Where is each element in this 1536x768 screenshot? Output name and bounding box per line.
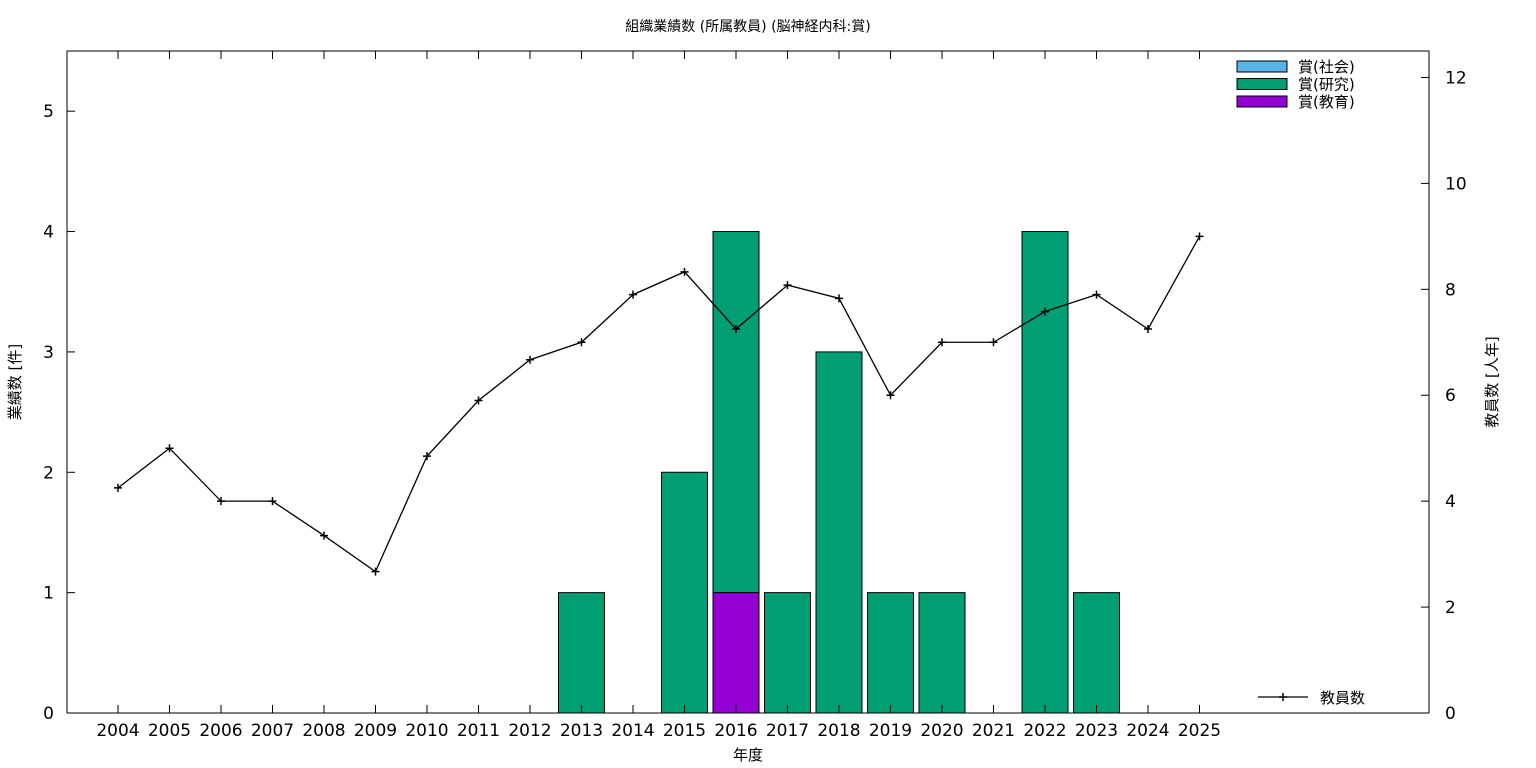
x-tick-label-2015: 2015 bbox=[663, 721, 706, 741]
x-tick-label-2012: 2012 bbox=[508, 721, 551, 741]
y-tick-label-0: 0 bbox=[43, 704, 54, 724]
y2-tick-label-10: 10 bbox=[1445, 174, 1467, 194]
legend-label-賞(研究): 賞(研究) bbox=[1298, 76, 1355, 94]
x-tick-label-2010: 2010 bbox=[405, 721, 448, 741]
y-axis-title: 業績数 [件] bbox=[6, 344, 24, 420]
bar-2013-賞(研究) bbox=[558, 592, 605, 714]
legend-swatch-賞(社会) bbox=[1236, 60, 1288, 73]
point-2017 bbox=[783, 281, 792, 290]
y-tick-label-1: 1 bbox=[43, 584, 54, 604]
point-2007 bbox=[268, 497, 277, 506]
point-2014 bbox=[629, 290, 637, 299]
y2-tick-label-2: 2 bbox=[1445, 598, 1456, 618]
point-2021 bbox=[989, 338, 998, 347]
legend-label-賞(社会): 賞(社会) bbox=[1298, 58, 1355, 76]
bar-2016-賞(研究) bbox=[712, 231, 760, 594]
bar-2019-賞(研究) bbox=[867, 592, 914, 714]
x-tick-label-2022: 2022 bbox=[1023, 721, 1066, 741]
point-2015 bbox=[680, 267, 689, 276]
bar-2017-賞(研究) bbox=[764, 592, 811, 714]
point-2020 bbox=[938, 338, 946, 347]
line-layer bbox=[114, 232, 1204, 576]
x-tick-label-2025: 2025 bbox=[1178, 721, 1221, 741]
x-tick-label-2017: 2017 bbox=[766, 721, 809, 741]
bar-2018-賞(研究) bbox=[815, 351, 863, 714]
legend-swatch-賞(研究) bbox=[1236, 78, 1288, 90]
point-2025 bbox=[1195, 232, 1204, 241]
point-2006 bbox=[217, 497, 225, 506]
legend-line-marker bbox=[1279, 693, 1287, 701]
x-tick-label-2006: 2006 bbox=[199, 721, 242, 741]
x-tick-label-2005: 2005 bbox=[148, 721, 191, 741]
y-tick-label-4: 4 bbox=[43, 223, 54, 243]
y-tick-label-5: 5 bbox=[43, 102, 54, 122]
point-2018 bbox=[835, 294, 843, 303]
y2-axis-title: 教員数 [人年] bbox=[1483, 336, 1501, 427]
y2-tick-label-4: 4 bbox=[1445, 492, 1456, 512]
point-2023 bbox=[1092, 290, 1101, 299]
y-tick-label-2: 2 bbox=[43, 463, 54, 483]
point-2016 bbox=[732, 325, 740, 334]
x-tick-label-2021: 2021 bbox=[972, 721, 1015, 741]
point-2019 bbox=[886, 391, 895, 400]
y2-tick-label-8: 8 bbox=[1445, 280, 1456, 300]
x-tick-label-2020: 2020 bbox=[920, 721, 963, 741]
bar-2020-賞(研究) bbox=[918, 592, 966, 714]
bar-2023-賞(研究) bbox=[1073, 592, 1120, 714]
legend: 賞(社会)賞(研究)賞(教育) 教員数 bbox=[1236, 58, 1365, 707]
point-2011 bbox=[474, 396, 483, 405]
point-2010 bbox=[423, 452, 431, 461]
x-tick-label-2018: 2018 bbox=[817, 721, 860, 741]
y2-tick-label-6: 6 bbox=[1445, 386, 1456, 406]
plot-frame bbox=[66, 50, 1430, 714]
x-axis-title: 年度 bbox=[733, 746, 763, 764]
bar-2015-賞(研究) bbox=[661, 471, 708, 714]
y-tick-label-3: 3 bbox=[43, 343, 54, 363]
point-2008 bbox=[320, 531, 328, 540]
x-tick-label-2013: 2013 bbox=[560, 721, 603, 741]
bar-2016-賞(教育) bbox=[712, 592, 760, 714]
legend-label-line: 教員数 bbox=[1320, 689, 1365, 707]
point-2022 bbox=[1041, 307, 1049, 316]
point-2013 bbox=[577, 338, 586, 347]
x-tick-label-2004: 2004 bbox=[96, 721, 139, 741]
bar-2022-賞(研究) bbox=[1021, 231, 1069, 714]
y2-tick-label-12: 12 bbox=[1445, 68, 1467, 88]
x-tick-label-2023: 2023 bbox=[1075, 721, 1118, 741]
legend-swatch-賞(教育) bbox=[1236, 95, 1288, 108]
x-tick-label-2019: 2019 bbox=[869, 721, 912, 741]
point-2009 bbox=[371, 567, 380, 576]
point-2005 bbox=[165, 444, 174, 453]
x-tick-label-2024: 2024 bbox=[1126, 721, 1169, 741]
chart-title: 組織業績数 (所属教員) (脳神経内科:賞) bbox=[625, 19, 870, 35]
x-tick-label-2011: 2011 bbox=[457, 721, 500, 741]
point-2012 bbox=[526, 355, 534, 364]
point-2024 bbox=[1144, 325, 1152, 334]
x-tick-label-2008: 2008 bbox=[302, 721, 345, 741]
y2-tick-label-0: 0 bbox=[1445, 704, 1456, 724]
legend-label-賞(教育): 賞(教育) bbox=[1298, 93, 1355, 111]
x-tick-label-2014: 2014 bbox=[611, 721, 654, 741]
point-2004 bbox=[114, 483, 122, 492]
x-tick-label-2009: 2009 bbox=[354, 721, 397, 741]
x-tick-label-2007: 2007 bbox=[251, 721, 294, 741]
line-教員数 bbox=[117, 236, 1201, 573]
x-tick-label-2016: 2016 bbox=[714, 721, 757, 741]
bars-layer bbox=[558, 231, 1120, 714]
